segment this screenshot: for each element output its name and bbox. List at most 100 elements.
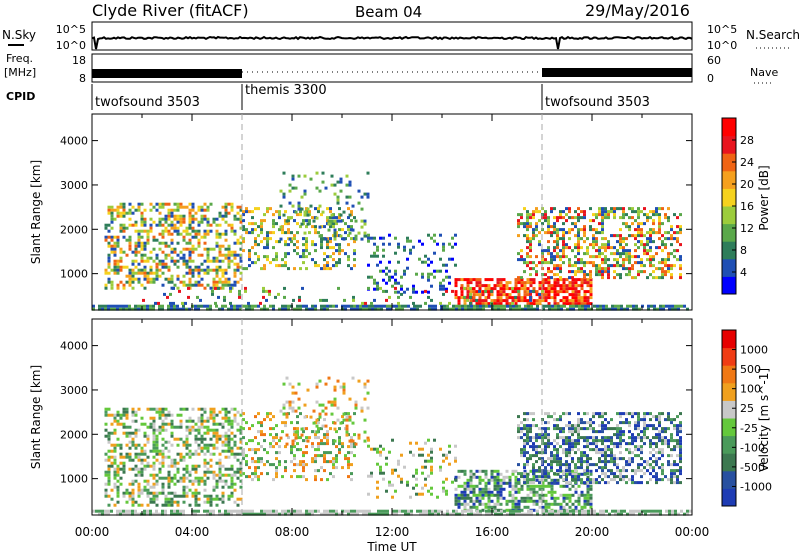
- range-cell: [366, 379, 370, 383]
- range-cell: [143, 265, 147, 269]
- range-cell: [547, 442, 550, 446]
- range-cell: [421, 260, 424, 264]
- range-cell: [314, 433, 317, 437]
- range-cell: [233, 407, 237, 411]
- range-cell: [321, 403, 325, 407]
- range-cell: [122, 286, 126, 290]
- range-cell: [179, 425, 183, 429]
- range-cell: [625, 255, 628, 259]
- range-cell: [329, 451, 332, 455]
- range-cell: [245, 304, 248, 308]
- range-cell: [221, 259, 225, 263]
- range-cell: [619, 237, 622, 241]
- range-cell: [556, 267, 559, 271]
- range-cell: [475, 284, 479, 288]
- range-cell: [333, 219, 337, 223]
- range-cell: [385, 272, 388, 276]
- range-cell: [673, 472, 676, 476]
- range-cell: [338, 448, 341, 452]
- range-cell: [577, 302, 581, 306]
- range-cell: [412, 284, 415, 288]
- range-cell: [523, 234, 526, 238]
- range-cell: [646, 213, 649, 217]
- range-cell: [333, 231, 337, 235]
- range-cell: [478, 287, 482, 291]
- range-cell: [233, 256, 237, 260]
- range-cell: [209, 437, 213, 441]
- range-cell: [251, 231, 254, 235]
- range-cell: [191, 425, 195, 429]
- range-cell: [476, 307, 479, 311]
- range-cell: [296, 415, 299, 419]
- range-cell: [553, 299, 557, 303]
- range-cell: [625, 421, 628, 425]
- range-cell: [506, 304, 509, 308]
- range-cell: [263, 304, 266, 308]
- range-cell: [526, 412, 529, 416]
- range-cell: [664, 243, 667, 247]
- range-cell: [394, 236, 397, 240]
- range-cell: [353, 249, 356, 253]
- range-cell: [257, 475, 260, 479]
- range-cell: [667, 412, 670, 416]
- range-cell: [460, 284, 464, 288]
- range-cell: [466, 281, 470, 285]
- range-cell: [466, 481, 470, 485]
- range-cell: [526, 478, 529, 482]
- range-cell: [592, 478, 595, 482]
- range-cell: [333, 237, 337, 241]
- range-cell: [161, 419, 165, 423]
- range-cell: [221, 422, 225, 426]
- range-cell: [604, 448, 607, 452]
- range-cell: [281, 264, 284, 268]
- range-cell: [562, 439, 565, 443]
- range-cell: [128, 491, 132, 495]
- range-cell: [173, 473, 177, 477]
- colorbar-segment-7: [722, 153, 736, 172]
- range-cell: [134, 446, 138, 450]
- range-cell: [586, 296, 590, 300]
- range-cell: [586, 454, 589, 458]
- range-cell: [305, 307, 308, 311]
- range-cell: [326, 436, 329, 440]
- range-cell: [637, 273, 640, 277]
- range-cell: [344, 304, 347, 308]
- range-cell: [233, 274, 237, 278]
- range-cell: [433, 269, 436, 273]
- range-cell: [517, 436, 520, 440]
- range-cell: [149, 509, 152, 513]
- range-cell: [119, 223, 123, 227]
- range-cell: [200, 434, 204, 438]
- range-cell: [412, 245, 415, 249]
- range-cell: [297, 201, 301, 205]
- range-cell: [625, 442, 628, 446]
- range-cell: [119, 422, 123, 426]
- range-cell: [568, 493, 572, 497]
- range-cell: [538, 287, 542, 291]
- range-cell: [541, 249, 544, 253]
- range-cell: [376, 245, 379, 249]
- range-cell: [155, 428, 159, 432]
- range-cell: [143, 271, 147, 275]
- range-cell: [562, 472, 565, 476]
- range-cell: [288, 406, 292, 410]
- range-cell: [478, 481, 482, 485]
- range-cell: [122, 410, 126, 414]
- range-cell: [589, 436, 592, 440]
- range-cell: [544, 466, 547, 470]
- range-cell: [119, 416, 123, 420]
- range-cell: [583, 481, 586, 485]
- range-cell: [212, 410, 216, 414]
- range-cell: [613, 216, 616, 220]
- range-cell: [215, 271, 219, 275]
- range-cell: [179, 437, 183, 441]
- range-cell: [658, 421, 661, 425]
- range-cell: [342, 210, 346, 214]
- range-cell: [302, 255, 305, 259]
- range-cell: [179, 205, 183, 209]
- range-cell: [643, 252, 646, 256]
- range-cell: [532, 478, 535, 482]
- range-cell: [571, 302, 575, 306]
- range-cell: [559, 502, 563, 506]
- range-cell: [119, 226, 123, 230]
